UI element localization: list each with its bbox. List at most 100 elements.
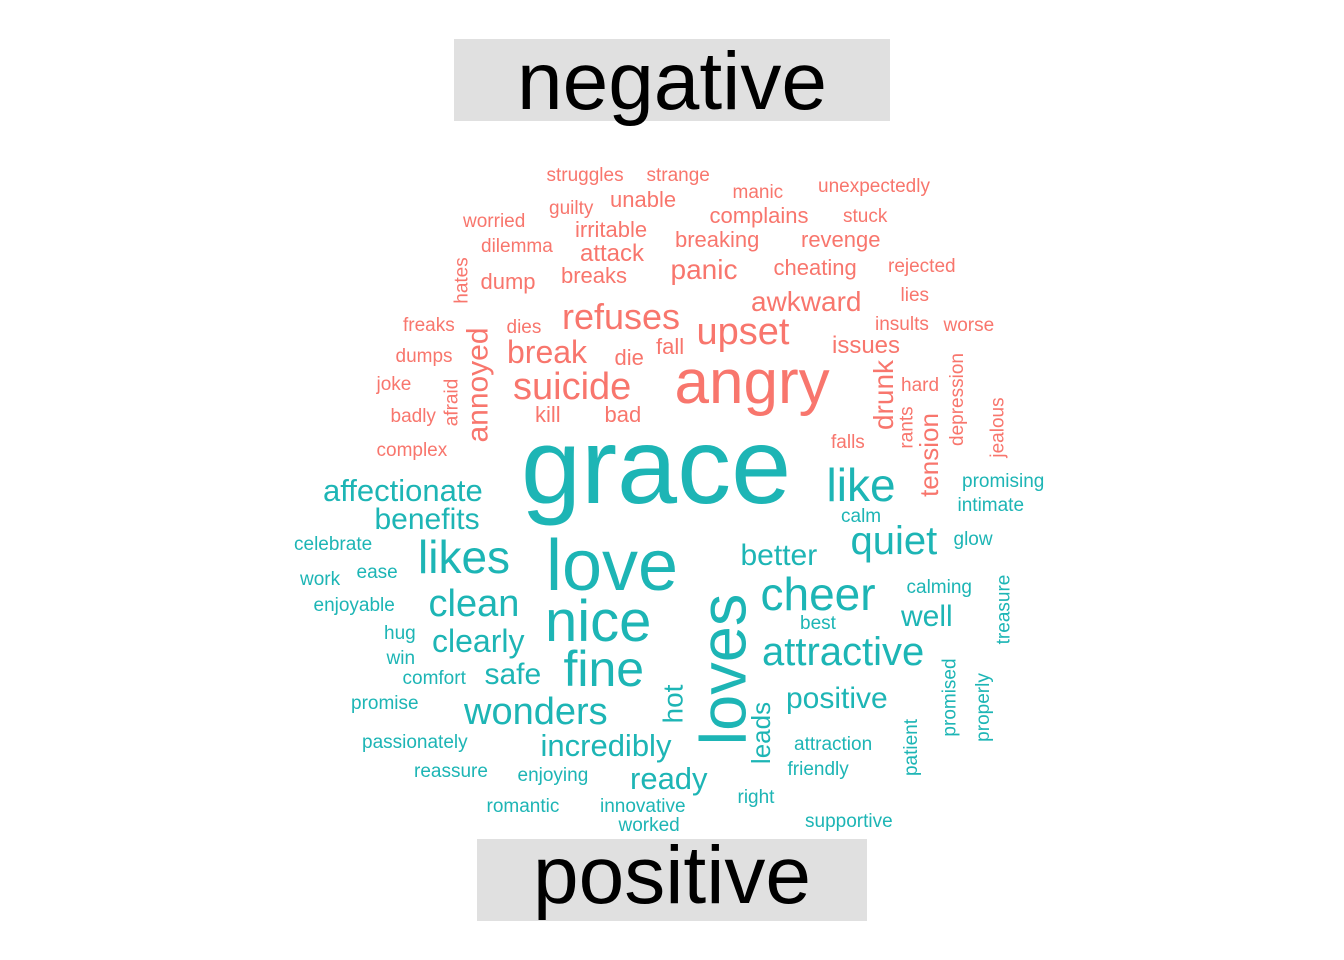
word-worried: worried (463, 210, 526, 232)
word-complains: complains (709, 203, 809, 228)
word-breaks: breaks (561, 263, 628, 288)
word-depression: depression (946, 352, 968, 446)
word-strange: strange (646, 164, 710, 186)
word-supportive: supportive (805, 810, 893, 832)
word-ease: ease (356, 561, 398, 583)
word-innovative: innovative (600, 795, 686, 817)
word-love: love (546, 526, 679, 606)
word-revenge: revenge (801, 227, 881, 252)
word-intimate: intimate (957, 494, 1025, 516)
word-rejected: rejected (888, 255, 956, 277)
word-glow: glow (953, 528, 993, 550)
word-better: better (740, 539, 818, 572)
word-celebrate: celebrate (294, 533, 373, 555)
word-ready: ready (630, 760, 708, 796)
word-best: best (800, 612, 836, 634)
word-stuck: stuck (843, 205, 888, 227)
word-worked: worked (618, 814, 680, 836)
word-bad: bad (604, 402, 642, 427)
word-reassure: reassure (414, 760, 488, 782)
positive-label-box: positive (477, 835, 867, 921)
word-awkward: awkward (751, 286, 862, 317)
word-complex: complex (376, 439, 448, 461)
word-issues: issues (832, 332, 901, 359)
word-cheer: cheer (760, 568, 876, 620)
word-die: die (614, 345, 644, 370)
word-drunk: drunk (868, 359, 900, 431)
word-hard: hard (901, 374, 940, 396)
word-freaks: freaks (403, 314, 455, 336)
word-manic: manic (732, 181, 784, 203)
word-annoyed: annoyed (461, 327, 495, 443)
word-attack: attack (580, 240, 645, 267)
word-dump: dump (480, 269, 536, 294)
word-struggles: struggles (546, 164, 624, 186)
word-cheating: cheating (773, 255, 857, 280)
word-hot: hot (656, 684, 688, 724)
word-safe: safe (484, 658, 542, 691)
word-tension: tension (913, 413, 944, 497)
negative-group-label: negative (516, 36, 828, 127)
word-treasure: treasure (993, 574, 1015, 644)
word-break: break (507, 334, 588, 370)
word-win: win (386, 647, 416, 669)
word-upset: upset (696, 311, 790, 353)
word-breaking: breaking (675, 227, 760, 252)
word-attractive: attractive (762, 630, 925, 674)
word-likes: likes (418, 531, 511, 583)
word-hates: hates (451, 256, 473, 304)
word-right: right (737, 786, 775, 808)
word-calming: calming (906, 576, 972, 598)
word-joke: joke (376, 373, 412, 395)
word-falls: falls (831, 431, 865, 453)
positive-group-label: positive (532, 830, 812, 921)
word-friendly: friendly (787, 758, 849, 780)
negative-label-box: negative (454, 36, 890, 127)
word-rants: rants (896, 405, 918, 449)
word-benefits: benefits (374, 503, 480, 536)
word-worse: worse (943, 314, 995, 336)
word-insults: insults (875, 313, 929, 335)
word-jealous: jealous (987, 396, 1009, 458)
word-refuses: refuses (562, 296, 681, 337)
word-dumps: dumps (395, 345, 453, 367)
word-clearly: clearly (432, 623, 525, 659)
word-promised: promised (939, 657, 961, 737)
word-like: like (826, 459, 896, 511)
word-kill: kill (535, 402, 561, 427)
word-unexpectedly: unexpectedly (818, 175, 930, 197)
word-properly: properly (972, 672, 994, 742)
word-grace: grace (521, 405, 792, 526)
word-leads: leads (746, 701, 777, 765)
word-dilemma: dilemma (481, 235, 553, 257)
word-comfort: comfort (402, 667, 466, 689)
word-positive: positive (786, 682, 888, 715)
word-angry: angry (674, 348, 830, 417)
word-calm: calm (841, 505, 882, 527)
word-quiet: quiet (850, 519, 938, 563)
word-hug: hug (384, 622, 416, 644)
word-promise: promise (351, 692, 419, 714)
word-promising: promising (962, 470, 1045, 492)
word-guilty: guilty (549, 197, 594, 219)
word-fine: fine (563, 641, 645, 697)
word-incredibly: incredibly (540, 727, 672, 763)
word-patient: patient (900, 718, 922, 776)
word-panic: panic (670, 254, 738, 285)
word-lies: lies (900, 284, 930, 306)
word-clean: clean (428, 583, 520, 625)
word-wonders: wonders (464, 691, 608, 733)
word-fall: fall (656, 334, 685, 359)
word-dies: dies (506, 316, 542, 338)
word-badly: badly (390, 405, 436, 427)
word-suicide: suicide (513, 366, 632, 408)
word-irritable: irritable (575, 217, 648, 242)
word-passionately: passionately (362, 731, 468, 753)
word-enjoying: enjoying (517, 764, 589, 786)
word-unable: unable (610, 187, 677, 212)
word-romantic: romantic (486, 795, 560, 817)
word-attraction: attraction (794, 733, 873, 755)
word-nice: nice (545, 589, 652, 654)
word-enjoyable: enjoyable (313, 594, 395, 616)
